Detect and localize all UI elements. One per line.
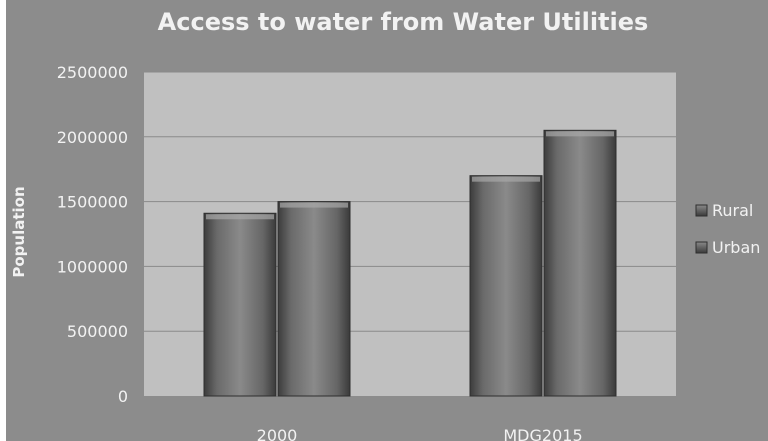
bars [203,129,617,397]
bar-urban-2000 [277,201,351,397]
y-axis-ticks: 0 500000 1000000 1500000 2000000 2500000 [57,63,128,406]
bar-top-highlight [280,202,348,208]
y-tick-label: 500000 [67,322,128,341]
y-tick-label: 1000000 [57,257,128,276]
y-tick-label: 1500000 [57,193,128,212]
y-tick-label: 0 [118,387,128,406]
legend-swatch-urban [695,241,708,254]
legend: Rural Urban [695,201,760,257]
chart-frame: Access to water from Water Utilities 0 50… [6,0,768,441]
bar-rural-2000 [203,212,277,397]
x-tick-label: 2000 [257,426,298,441]
x-tick-label: MDG2015 [503,426,582,441]
bar-urban-mdg2015 [543,129,617,397]
bar-chart: Access to water from Water Utilities 0 50… [10,8,760,441]
y-tick-label: 2500000 [57,63,128,82]
y-tick-label: 2000000 [57,128,128,147]
bar-top-highlight [472,176,540,182]
bar-rural-mdg2015 [469,175,543,397]
legend-swatch-rural [695,204,708,217]
legend-label-rural: Rural [712,201,753,220]
legend-label-urban: Urban [712,238,760,257]
bar-top-highlight [206,214,274,220]
y-axis-label: Population [10,186,28,277]
bar-top-highlight [546,131,614,137]
x-axis-ticks: 2000 MDG2015 [257,426,583,441]
chart-title: Access to water from Water Utilities [158,8,649,36]
